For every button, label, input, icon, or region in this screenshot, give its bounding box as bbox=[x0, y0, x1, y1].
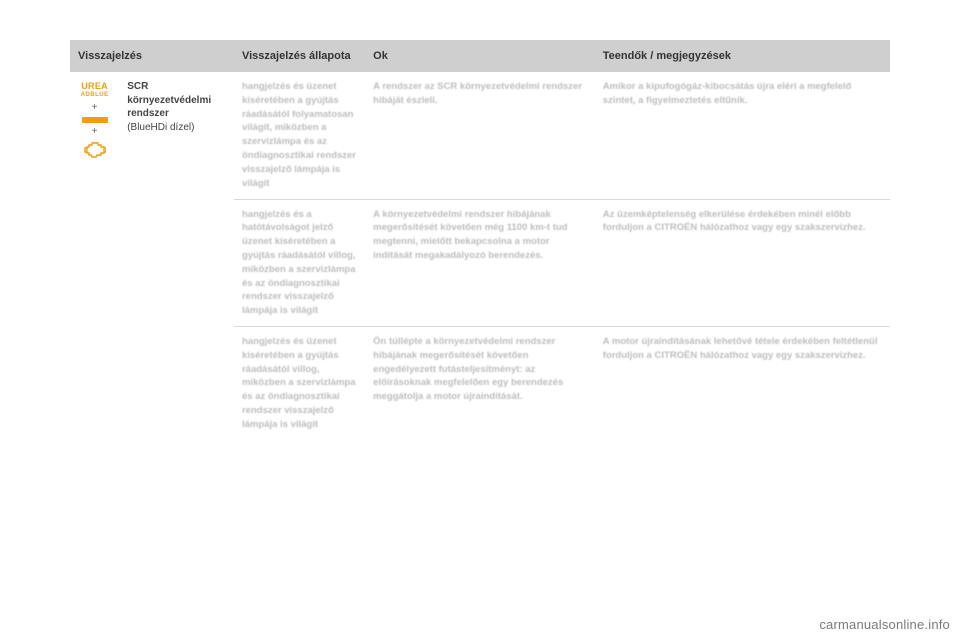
header-todo: Teendők / megjegyzések bbox=[595, 40, 890, 72]
state-cell: hangjelzés és üzenet kíséretében a gyújt… bbox=[234, 327, 365, 440]
indicator-icons-cell: UREA ADBLUE + + bbox=[70, 72, 119, 440]
header-indicator: Visszajelzés bbox=[70, 40, 234, 72]
todo-text: Az üzemképtelenség elkerülése érdekében … bbox=[603, 209, 866, 234]
table-row: UREA ADBLUE + + SCR bbox=[70, 72, 890, 199]
ok-cell: A rendszer az SCR környezetvédelmi rends… bbox=[365, 72, 595, 199]
todo-cell: A motor újraindításának lehetővé tétele … bbox=[595, 327, 890, 440]
scr-name-3: rendszer bbox=[127, 108, 169, 119]
urea-label-1: UREA bbox=[81, 82, 109, 91]
table-header-row: Visszajelzés Visszajelzés állapota Ok Te… bbox=[70, 40, 890, 72]
service-lamp-icon bbox=[82, 117, 108, 123]
ok-text: Ön túllépte a környezetvédelmi rendszer … bbox=[373, 336, 563, 402]
icon-stack: UREA ADBLUE + + bbox=[78, 80, 111, 162]
watermark: carmanualsonline.info bbox=[819, 617, 950, 632]
urea-label-2: ADBLUE bbox=[81, 91, 109, 99]
header-state: Visszajelzés állapota bbox=[234, 40, 365, 72]
urea-icon: UREA ADBLUE bbox=[81, 82, 109, 99]
scr-name-1: SCR bbox=[127, 81, 148, 92]
warning-table: Visszajelzés Visszajelzés állapota Ok Te… bbox=[70, 40, 890, 440]
page-container: Visszajelzés Visszajelzés állapota Ok Te… bbox=[0, 0, 960, 460]
todo-cell: Amikor a kipufogógáz-kibocsátás újra elé… bbox=[595, 72, 890, 199]
plus-icon: + bbox=[92, 103, 98, 113]
header-ok: Ok bbox=[365, 40, 595, 72]
ok-cell: A környezetvédelmi rendszer hibájának me… bbox=[365, 199, 595, 327]
indicator-name-cell: SCR környezetvédelmi rendszer (BlueHDi d… bbox=[119, 72, 234, 440]
todo-cell: Az üzemképtelenség elkerülése érdekében … bbox=[595, 199, 890, 327]
state-text: hangjelzés és üzenet kíséretében a gyújt… bbox=[242, 336, 356, 430]
todo-text: A motor újraindításának lehetővé tétele … bbox=[603, 336, 878, 361]
todo-text: Amikor a kipufogógáz-kibocsátás újra elé… bbox=[603, 81, 852, 106]
ok-text: A rendszer az SCR környezetvédelmi rends… bbox=[373, 81, 582, 106]
state-cell: hangjelzés és a hatótávolságot jelző üze… bbox=[234, 199, 365, 327]
ok-cell: Ön túllépte a környezetvédelmi rendszer … bbox=[365, 327, 595, 440]
engine-diagnostic-icon bbox=[84, 141, 106, 162]
ok-text: A környezetvédelmi rendszer hibájának me… bbox=[373, 209, 567, 261]
scr-name-4: (BlueHDi dízel) bbox=[127, 122, 194, 133]
state-text: hangjelzés és üzenet kíséretében a gyújt… bbox=[242, 81, 356, 189]
state-text: hangjelzés és a hatótávolságot jelző üze… bbox=[242, 209, 356, 317]
state-cell: hangjelzés és üzenet kíséretében a gyújt… bbox=[234, 72, 365, 199]
scr-name-2: környezetvédelmi bbox=[127, 95, 211, 106]
plus-icon: + bbox=[92, 127, 98, 137]
